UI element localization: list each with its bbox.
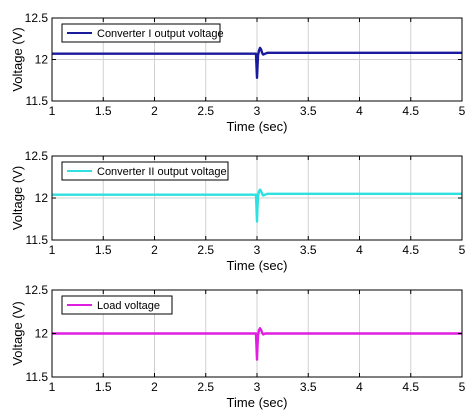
y-tick-label: 12 [35, 191, 49, 205]
x-tick-label: 1.5 [95, 104, 112, 118]
legend-box [61, 295, 173, 315]
x-tick-label: 1.5 [95, 243, 112, 257]
x-tick-label: 2.5 [197, 243, 214, 257]
x-tick-label: 2 [151, 380, 158, 394]
x-tick-label: 4.5 [402, 243, 419, 257]
series-line-1 [52, 46, 462, 79]
x-tick-label: 4 [356, 243, 363, 257]
x-tick-label: 3.5 [300, 243, 317, 257]
x-tick-label: 3.5 [300, 380, 317, 394]
x-tick-label: 3 [254, 380, 261, 394]
series-line-1 [52, 188, 462, 223]
y-tick-label: 11.5 [26, 94, 49, 108]
x-tick-label: 5 [459, 380, 466, 394]
x-tick-label: 4.5 [402, 380, 419, 394]
x-tick-label: 1.5 [95, 380, 112, 394]
series-line-1 [52, 327, 462, 361]
legend-label: Converter I output voltage [97, 28, 224, 40]
x-tick-label: 3 [254, 104, 261, 118]
x-axis-label: Time (sec) [227, 119, 288, 134]
legend: Converter II output voltage [61, 161, 229, 181]
x-axis-label: Time (sec) [227, 258, 288, 273]
legend-label: Load voltage [97, 300, 160, 312]
y-tick-label: 12.5 [25, 149, 49, 163]
x-tick-label: 5 [459, 104, 466, 118]
x-tick-label: 4.5 [402, 104, 419, 118]
x-axis-label: Time (sec) [227, 395, 288, 410]
y-tick-label: 11.5 [26, 233, 49, 247]
y-tick-label: 12 [35, 53, 49, 67]
legend-box [61, 23, 221, 43]
x-tick-label: 5 [459, 243, 466, 257]
x-tick-label: 1 [49, 104, 56, 118]
y-axis-label: Voltage (V) [10, 301, 25, 365]
legend: Load voltage [61, 295, 173, 315]
legend-label: Converter II output voltage [97, 166, 227, 178]
x-tick-label: 1 [49, 380, 56, 394]
x-tick-label: 3 [254, 243, 261, 257]
x-tick-label: 3.5 [300, 104, 317, 118]
y-axis-label: Voltage (V) [10, 166, 25, 230]
legend: Converter I output voltage [61, 23, 224, 43]
y-tick-label: 12.5 [25, 283, 49, 297]
x-tick-label: 4 [356, 380, 363, 394]
y-axis-label: Voltage (V) [10, 27, 25, 91]
y-tick-label: 12 [35, 327, 49, 341]
y-tick-label: 11.5 [26, 370, 49, 384]
y-tick-label: 12.5 [25, 11, 49, 25]
x-tick-label: 1 [49, 243, 56, 257]
x-tick-label: 2 [151, 104, 158, 118]
x-tick-label: 2 [151, 243, 158, 257]
legend-box [61, 161, 229, 181]
x-tick-label: 2.5 [197, 104, 214, 118]
x-tick-label: 4 [356, 104, 363, 118]
x-tick-label: 2.5 [197, 380, 214, 394]
